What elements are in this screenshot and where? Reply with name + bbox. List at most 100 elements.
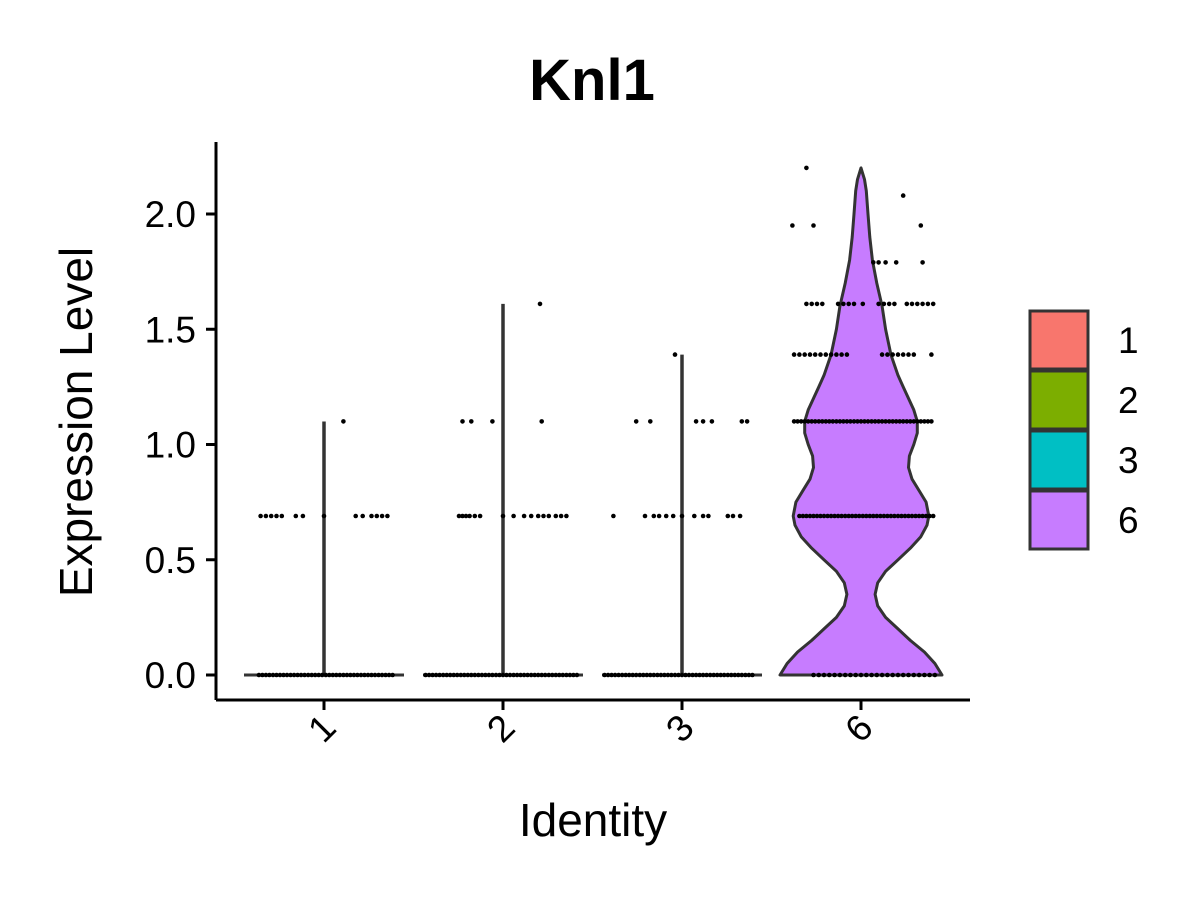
data-point bbox=[365, 672, 371, 678]
data-point bbox=[700, 672, 706, 678]
y-tick-label: 1.5 bbox=[145, 309, 196, 350]
data-point bbox=[690, 672, 695, 678]
data-point bbox=[911, 352, 917, 357]
data-point bbox=[915, 301, 920, 307]
data-point bbox=[648, 672, 653, 678]
data-point bbox=[922, 672, 927, 678]
legend-item-2: 2 bbox=[1028, 369, 1139, 431]
data-point bbox=[546, 672, 552, 678]
violin-group-3 bbox=[602, 352, 762, 678]
data-point bbox=[900, 352, 906, 357]
data-point bbox=[605, 672, 611, 678]
data-point bbox=[539, 419, 544, 424]
data-point bbox=[893, 419, 899, 424]
data-point bbox=[651, 513, 657, 519]
data-point bbox=[656, 513, 662, 519]
data-point bbox=[714, 672, 720, 678]
data-point bbox=[637, 672, 643, 678]
data-point bbox=[284, 672, 290, 678]
data-point bbox=[616, 672, 621, 678]
data-point bbox=[881, 301, 887, 307]
data-point bbox=[676, 672, 681, 678]
data-point bbox=[669, 672, 674, 678]
data-point bbox=[839, 352, 844, 357]
data-point bbox=[567, 672, 573, 678]
data-point bbox=[892, 513, 897, 519]
data-point bbox=[537, 301, 543, 307]
data-point bbox=[886, 301, 892, 307]
data-point bbox=[319, 672, 325, 678]
data-point bbox=[812, 352, 818, 357]
data-point bbox=[900, 419, 906, 424]
data-point bbox=[379, 513, 385, 519]
data-point bbox=[732, 672, 738, 678]
data-point bbox=[913, 513, 918, 519]
data-point bbox=[305, 672, 311, 678]
violin-group-2 bbox=[423, 301, 583, 678]
data-point bbox=[300, 513, 306, 519]
data-point bbox=[465, 672, 471, 678]
data-point bbox=[848, 419, 853, 424]
data-point bbox=[818, 513, 823, 519]
data-point bbox=[800, 513, 806, 519]
data-point bbox=[528, 513, 534, 519]
data-point bbox=[844, 352, 850, 357]
x-axis: 1 2 3 6 bbox=[216, 698, 970, 750]
violin-group-1 bbox=[244, 419, 404, 678]
data-point bbox=[858, 419, 864, 424]
data-point bbox=[490, 672, 495, 678]
data-point bbox=[832, 672, 837, 678]
data-point bbox=[642, 513, 648, 519]
data-point bbox=[818, 352, 823, 357]
data-point bbox=[665, 672, 671, 678]
data-point bbox=[739, 672, 745, 678]
data-point bbox=[846, 513, 851, 519]
data-point bbox=[270, 672, 276, 678]
data-point bbox=[797, 513, 802, 519]
data-point bbox=[704, 672, 709, 678]
data-point bbox=[918, 223, 924, 228]
chart-title: Knl1 bbox=[529, 48, 655, 113]
data-point bbox=[546, 513, 552, 519]
data-point bbox=[730, 513, 736, 519]
data-point bbox=[686, 672, 692, 678]
data-point bbox=[369, 672, 374, 678]
data-point bbox=[809, 419, 814, 424]
data-point bbox=[823, 352, 829, 357]
data-point bbox=[864, 672, 869, 678]
legend-swatch bbox=[1028, 489, 1090, 551]
data-point bbox=[385, 513, 390, 519]
data-point bbox=[906, 513, 911, 519]
data-point bbox=[462, 672, 467, 678]
data-point bbox=[463, 513, 469, 519]
data-point bbox=[879, 419, 885, 424]
data-point bbox=[897, 419, 902, 424]
data-point bbox=[827, 419, 832, 424]
data-point bbox=[811, 223, 816, 228]
data-point bbox=[916, 513, 922, 519]
data-point bbox=[904, 419, 910, 424]
data-point bbox=[358, 672, 364, 678]
data-point bbox=[869, 419, 874, 424]
data-point bbox=[814, 513, 820, 519]
data-point bbox=[848, 672, 853, 678]
data-point bbox=[858, 672, 864, 678]
data-point bbox=[892, 301, 897, 307]
legend-label: 3 bbox=[1118, 440, 1139, 481]
data-point bbox=[440, 672, 446, 678]
data-point bbox=[795, 419, 800, 424]
data-point bbox=[888, 513, 894, 519]
data-point bbox=[679, 513, 685, 519]
data-point bbox=[900, 672, 906, 678]
data-point bbox=[853, 513, 858, 519]
legend-label: 2 bbox=[1118, 380, 1139, 421]
legend-item-1: 1 bbox=[1028, 309, 1139, 371]
data-point bbox=[911, 419, 917, 424]
data-point bbox=[930, 301, 936, 307]
data-point bbox=[718, 672, 723, 678]
data-point bbox=[341, 672, 346, 678]
data-point bbox=[797, 352, 802, 357]
data-point bbox=[918, 419, 924, 424]
data-point bbox=[602, 672, 607, 678]
